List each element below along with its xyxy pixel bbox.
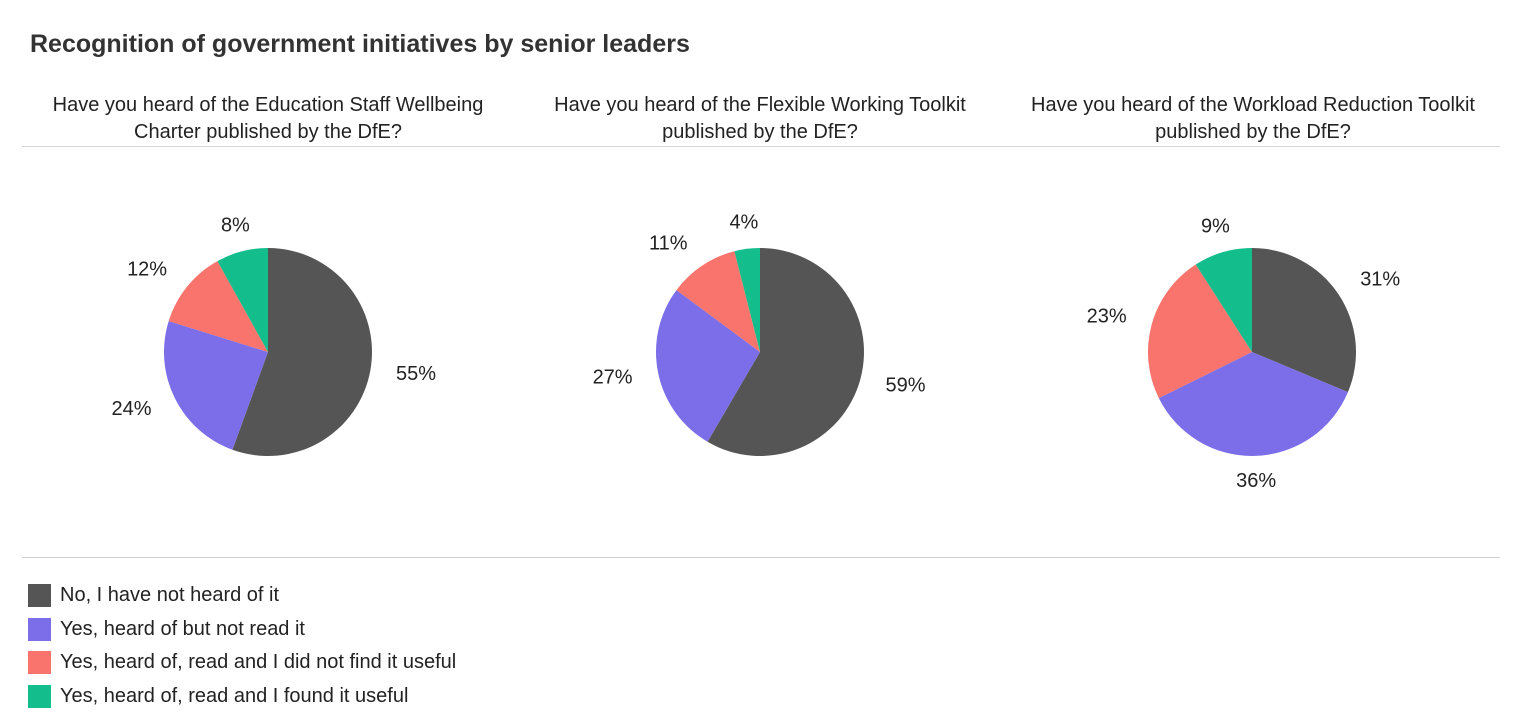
- pie-2-label-heard-not-read: 27%: [593, 366, 633, 388]
- pie-3-slice-read-useful: [1195, 248, 1252, 352]
- legend-label-not-heard: No, I have not heard of it: [60, 584, 280, 607]
- pie-chart-2: 59% 27% 11% 4%: [593, 211, 926, 456]
- pie-3-label-read-useful: 9%: [1201, 216, 1230, 238]
- pie-1-slice-heard-not-read: [163, 321, 268, 450]
- legend-swatch-heard-not-read: [28, 617, 51, 641]
- pie-2-slice-not-heard: [707, 248, 864, 456]
- legend-label-read-useful: Yes, heard of, read and I found it usefu…: [60, 684, 409, 707]
- pie-2-slice-heard-not-read: [656, 290, 760, 442]
- legend-item-read-not-useful: Yes, heard of, read and I did not find i…: [28, 646, 456, 680]
- pie-chart-1: 55% 24% 12% 8%: [111, 214, 436, 456]
- legend: No, I have not heard of it Yes, heard of…: [28, 579, 456, 713]
- question-header-row: Have you heard of the Education Staff We…: [22, 92, 1500, 147]
- question-2-title: Have you heard of the Flexible Working T…: [554, 94, 966, 143]
- pie-1-label-not-heard: 55%: [396, 363, 436, 385]
- legend-item-not-heard: No, I have not heard of it: [28, 579, 456, 613]
- legend-item-heard-not-read: Yes, heard of but not read it: [28, 613, 456, 647]
- pie-2-slice-read-not-useful: [676, 251, 760, 352]
- pie-2-label-read-useful: 4%: [729, 211, 758, 233]
- chart-title: Recognition of government initiatives by…: [30, 30, 690, 58]
- pie-3-slice-heard-not-read: [1158, 352, 1348, 456]
- legend-label-heard-not-read: Yes, heard of but not read it: [60, 617, 305, 640]
- pie-chart-3: 31% 36% 23% 9%: [1087, 216, 1401, 493]
- question-1-title: Have you heard of the Education Staff We…: [52, 94, 484, 143]
- pie-1-label-read-not-useful: 12%: [127, 258, 167, 280]
- legend-label-read-not-useful: Yes, heard of, read and I did not find i…: [60, 651, 457, 674]
- pie-1-slice-read-useful: [217, 248, 268, 352]
- legend-swatch-read-useful: [28, 684, 51, 708]
- pie-charts-area: 55% 24% 12% 8% 59% 27% 11% 4% 31% 36% 23% 9%: [111, 211, 1401, 493]
- pie-3-label-read-not-useful: 23%: [1087, 306, 1127, 328]
- question-3-title: Have you heard of the Workload Reduction…: [1031, 94, 1475, 143]
- pie-2-label-not-heard: 59%: [886, 374, 926, 396]
- pie-2-label-read-not-useful: 11%: [649, 232, 688, 254]
- pie-1-label-read-useful: 8%: [221, 214, 250, 236]
- legend-item-read-useful: Yes, heard of, read and I found it usefu…: [28, 680, 456, 714]
- legend-swatch-not-heard: [28, 584, 51, 608]
- pie-3-slice-read-not-useful: [1148, 264, 1252, 399]
- pie-1-slice-read-not-useful: [168, 261, 268, 352]
- pie-3-label-heard-not-read: 36%: [1236, 470, 1276, 492]
- pie-3-label-not-heard: 31%: [1360, 268, 1400, 290]
- pie-3-slice-not-heard: [1252, 248, 1356, 393]
- pie-2-slice-read-useful: [734, 248, 760, 352]
- legend-swatch-read-not-useful: [28, 651, 51, 675]
- pie-1-label-heard-not-read: 24%: [111, 398, 151, 420]
- legend-divider: [22, 557, 1500, 558]
- pie-1-slice-not-heard: [232, 248, 372, 456]
